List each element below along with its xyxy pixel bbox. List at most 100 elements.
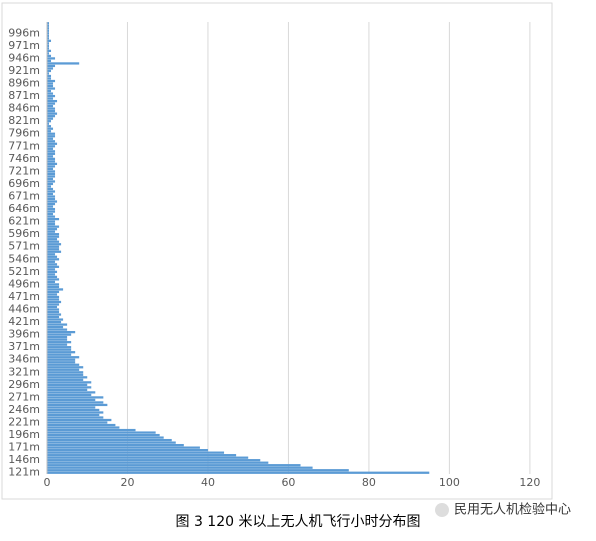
bar bbox=[47, 212, 54, 216]
bar bbox=[47, 416, 104, 419]
y-tick-label: 821m bbox=[8, 114, 40, 127]
bar bbox=[47, 104, 54, 108]
x-tick-label: 40 bbox=[201, 476, 215, 489]
bar bbox=[47, 248, 60, 251]
bar bbox=[47, 207, 56, 211]
bar bbox=[47, 366, 84, 369]
bar bbox=[47, 112, 58, 115]
y-tick-label: 121m bbox=[8, 466, 40, 479]
bar bbox=[47, 235, 60, 238]
bar bbox=[47, 338, 68, 341]
bar bbox=[47, 275, 58, 279]
bar bbox=[47, 348, 72, 351]
bar bbox=[47, 441, 176, 444]
bar bbox=[47, 288, 64, 291]
bar bbox=[47, 343, 68, 346]
bar bbox=[47, 469, 349, 472]
bar bbox=[47, 378, 84, 381]
bar bbox=[47, 283, 60, 286]
bar bbox=[47, 120, 52, 123]
bar bbox=[47, 383, 88, 386]
y-tick-label: 271m bbox=[8, 390, 40, 403]
bar bbox=[47, 87, 56, 90]
bar bbox=[47, 160, 56, 163]
bar bbox=[47, 102, 56, 105]
bar bbox=[47, 315, 60, 319]
bar bbox=[47, 320, 62, 324]
bar bbox=[47, 155, 54, 158]
bar bbox=[47, 200, 58, 203]
bar bbox=[47, 175, 56, 178]
y-tick-label: 196m bbox=[8, 428, 40, 441]
bar bbox=[47, 195, 56, 198]
bar bbox=[47, 285, 60, 289]
bar bbox=[47, 230, 56, 233]
bar bbox=[47, 318, 64, 321]
y-tick-label: 996m bbox=[8, 26, 40, 39]
y-tick-label: 221m bbox=[8, 416, 40, 429]
bar bbox=[47, 132, 56, 135]
x-tick-label: 120 bbox=[519, 476, 540, 489]
bar bbox=[47, 39, 52, 42]
bar bbox=[47, 411, 104, 414]
bar bbox=[47, 333, 72, 336]
bar bbox=[47, 393, 92, 397]
bar bbox=[47, 358, 76, 361]
bar bbox=[47, 125, 52, 128]
bar bbox=[47, 396, 104, 399]
bar bbox=[47, 273, 56, 276]
y-tick-label: 171m bbox=[8, 441, 40, 454]
x-tick-label: 60 bbox=[281, 476, 295, 489]
bar bbox=[47, 192, 54, 196]
bar bbox=[47, 386, 92, 389]
bar bbox=[47, 449, 208, 452]
bar bbox=[47, 202, 56, 206]
bar bbox=[47, 423, 116, 427]
bar bbox=[47, 336, 68, 339]
y-tick-label: 246m bbox=[8, 403, 40, 416]
bar bbox=[47, 228, 58, 231]
bar bbox=[47, 32, 50, 35]
caption: 图 3 120 米以上无人机飞行小时分布图 bbox=[176, 514, 421, 530]
bar bbox=[47, 240, 60, 243]
bar bbox=[47, 451, 225, 454]
bar bbox=[47, 341, 72, 344]
bar bbox=[47, 328, 68, 331]
bar bbox=[47, 127, 54, 130]
bar bbox=[47, 428, 136, 432]
bar bbox=[47, 413, 100, 417]
y-tick-label: 421m bbox=[8, 315, 40, 328]
bar bbox=[47, 177, 54, 181]
bar bbox=[47, 298, 60, 301]
bar bbox=[47, 290, 60, 294]
bar bbox=[47, 381, 92, 384]
y-tick-label: 146m bbox=[8, 453, 40, 466]
y-tick-label: 946m bbox=[8, 51, 40, 64]
bar bbox=[47, 258, 60, 261]
bar bbox=[47, 260, 56, 263]
y-tick-label: 321m bbox=[8, 365, 40, 378]
bar bbox=[47, 371, 84, 374]
bar bbox=[47, 62, 80, 65]
bar bbox=[47, 325, 64, 329]
bar bbox=[47, 167, 54, 171]
bar bbox=[47, 77, 52, 80]
bar bbox=[47, 37, 50, 40]
bar bbox=[47, 107, 56, 110]
y-tick-label: 471m bbox=[8, 290, 40, 303]
y-tick-label: 521m bbox=[8, 265, 40, 278]
watermark: 民用无人机检验中心 bbox=[454, 502, 571, 518]
bar bbox=[47, 215, 56, 218]
bar bbox=[47, 446, 200, 449]
bar bbox=[47, 82, 54, 85]
y-tick-label: 746m bbox=[8, 152, 40, 165]
bar bbox=[47, 443, 184, 447]
bar bbox=[47, 152, 56, 155]
bar bbox=[47, 225, 60, 228]
bar bbox=[47, 459, 261, 462]
bar bbox=[47, 346, 72, 349]
bar bbox=[47, 255, 58, 258]
bar bbox=[47, 361, 76, 364]
y-tick-label: 896m bbox=[8, 77, 40, 90]
bar bbox=[47, 69, 52, 73]
